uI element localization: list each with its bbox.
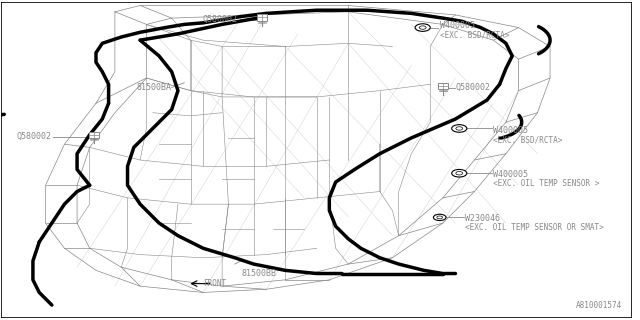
Circle shape [433,214,446,220]
Circle shape [415,24,430,31]
Text: <EXC. BSD/RCTA>: <EXC. BSD/RCTA> [493,135,563,144]
Text: Q580002: Q580002 [17,132,52,141]
Bar [257,14,267,20]
Circle shape [456,172,463,175]
Circle shape [437,216,442,219]
Text: 81500BA: 81500BA [137,83,172,92]
Text: <EXC. OIL TEMP SENSOR >: <EXC. OIL TEMP SENSOR > [493,179,600,188]
Text: 81500BB: 81500BB [241,269,276,278]
Circle shape [456,127,463,130]
Text: <EXC. BSD/RCTA>: <EXC. BSD/RCTA> [440,31,509,40]
Circle shape [452,125,467,132]
Text: A810001574: A810001574 [577,301,623,310]
Text: Q580002: Q580002 [203,15,238,24]
Text: W230046: W230046 [465,214,500,223]
Circle shape [419,26,426,29]
Text: W400005: W400005 [440,21,475,30]
Bar [438,83,448,89]
Text: W400005: W400005 [493,170,528,179]
Bar [89,132,99,138]
Circle shape [452,170,467,177]
Text: <EXC. OIL TEMP SENSOR OR SMAT>: <EXC. OIL TEMP SENSOR OR SMAT> [465,223,604,232]
Text: Q580002: Q580002 [456,83,490,92]
Text: W400005: W400005 [493,125,528,134]
Text: FRONT: FRONT [204,279,227,288]
